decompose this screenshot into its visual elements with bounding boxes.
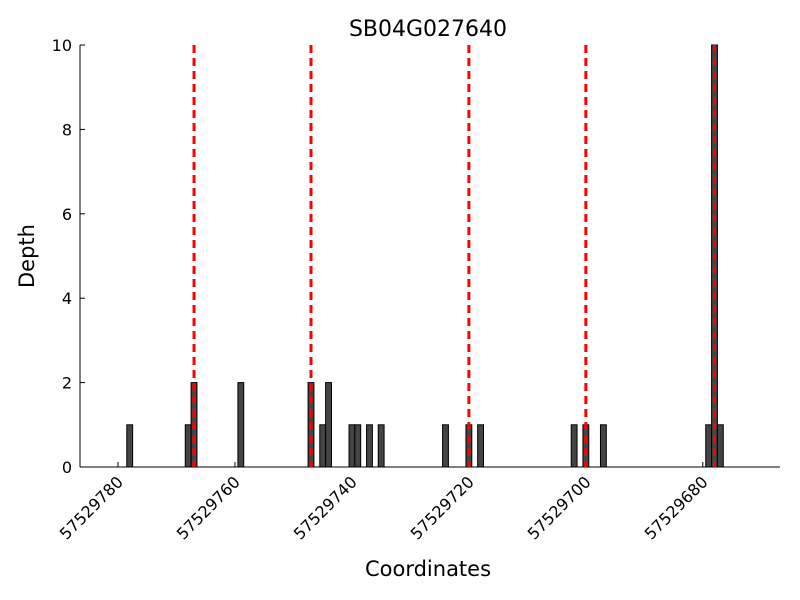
x-tick-label: 57529740 — [290, 472, 361, 543]
bar — [582, 424, 590, 468]
bar — [599, 424, 607, 468]
y-tick-label: 10 — [52, 36, 72, 55]
y-tick-label: 0 — [62, 458, 72, 477]
x-tick-label: 57529760 — [173, 472, 244, 543]
x-tick-label: 57529780 — [56, 472, 127, 543]
y-tick-label: 2 — [62, 374, 72, 393]
bar — [354, 424, 362, 468]
bar — [237, 382, 245, 468]
chart-title: SB04G027640 — [349, 17, 507, 42]
bar — [319, 424, 327, 468]
x-tick-label: 57529700 — [524, 472, 595, 543]
bar — [184, 424, 192, 468]
y-axis-label: Depth — [15, 224, 39, 288]
y-tick-label: 6 — [62, 205, 72, 224]
bar — [477, 424, 485, 468]
bar — [570, 424, 578, 468]
bar — [377, 424, 385, 468]
bar — [348, 424, 356, 468]
bar — [366, 424, 373, 468]
y-tick-label: 8 — [62, 120, 72, 139]
y-tick-label: 4 — [62, 289, 72, 308]
bar — [705, 424, 713, 468]
bar — [716, 424, 724, 468]
bar — [126, 424, 134, 468]
x-tick-label: 57529680 — [641, 472, 712, 543]
bar — [442, 424, 449, 468]
x-axis-label: Coordinates — [365, 557, 491, 581]
bar — [325, 382, 332, 468]
x-tick-label: 57529720 — [407, 472, 478, 543]
bar — [465, 424, 473, 468]
